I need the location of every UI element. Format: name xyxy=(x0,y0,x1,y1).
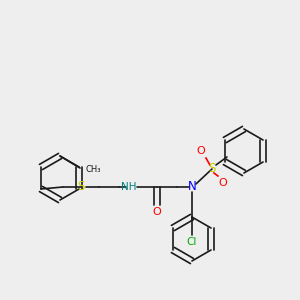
Text: O: O xyxy=(153,207,161,217)
Text: Cl: Cl xyxy=(187,237,197,247)
Text: O: O xyxy=(196,146,205,156)
Text: N: N xyxy=(188,181,196,194)
Text: S: S xyxy=(208,163,216,176)
Text: O: O xyxy=(219,178,227,188)
Text: NH: NH xyxy=(121,182,137,192)
Text: CH₃: CH₃ xyxy=(86,166,101,175)
Text: S: S xyxy=(77,181,85,194)
